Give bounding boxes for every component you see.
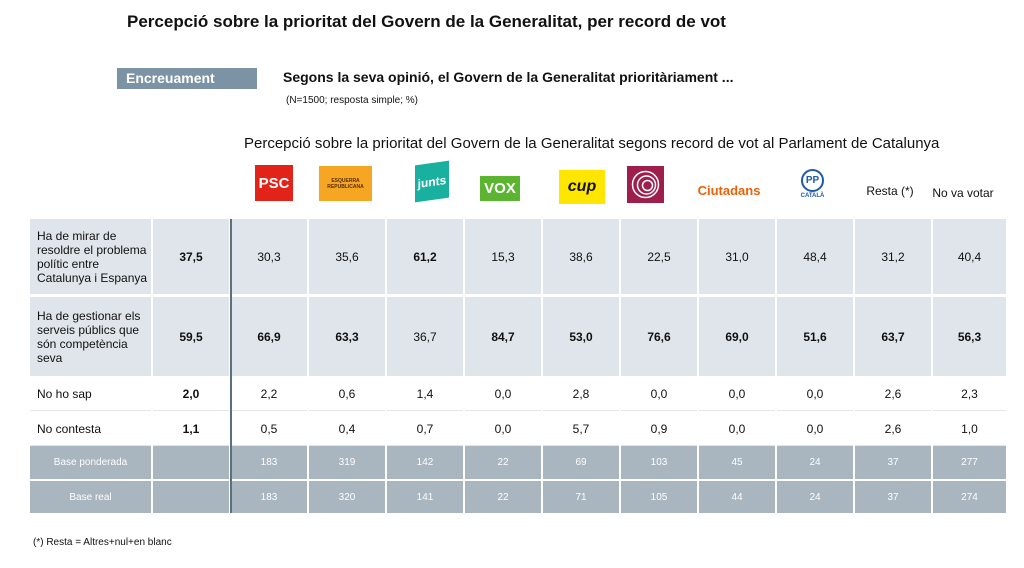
logo-pp: PP [801, 169, 824, 192]
row-label: No ho sap [30, 378, 151, 411]
value-cell: 0,0 [621, 378, 697, 411]
value-cell: 63,7 [855, 297, 931, 376]
base-cell [153, 481, 229, 513]
logo-erc: ESQUERRA REPUBLICANA [319, 166, 372, 201]
value-cell: 38,6 [543, 219, 619, 294]
base-cell: 183 [231, 481, 307, 513]
value-cell: 31,2 [855, 219, 931, 294]
logo-cup: cup [559, 170, 605, 204]
value-cell: 31,0 [699, 219, 775, 294]
note: (N=1500; resposta simple; %) [286, 95, 419, 106]
base-cell: 44 [699, 481, 775, 513]
base-cell: 24 [777, 481, 853, 513]
logo-junts: junts [415, 160, 449, 203]
value-cell: 1,1 [153, 413, 229, 446]
logo-comuns [627, 166, 664, 203]
base-cell: 105 [621, 481, 697, 513]
value-cell: 51,6 [777, 297, 853, 376]
value-cell: 0,0 [699, 413, 775, 446]
value-cell: 56,3 [933, 297, 1006, 376]
base-cell: 142 [387, 446, 463, 479]
value-cell: 15,3 [465, 219, 541, 294]
base-cell: 319 [309, 446, 385, 479]
value-cell: 22,5 [621, 219, 697, 294]
base-cell: 277 [933, 446, 1006, 479]
value-cell: 2,3 [933, 378, 1006, 411]
value-cell: 2,6 [855, 413, 931, 446]
base-cell: 22 [465, 481, 541, 513]
value-cell: 1,4 [387, 378, 463, 411]
page-title: Percepció sobre la prioritat del Govern … [127, 12, 726, 31]
base-cell: 141 [387, 481, 463, 513]
value-cell: 37,5 [153, 219, 229, 294]
base-cell [153, 446, 229, 479]
value-cell: 30,3 [231, 219, 307, 294]
base-label: Base real [30, 481, 151, 513]
value-cell: 5,7 [543, 413, 619, 446]
base-cell: 71 [543, 481, 619, 513]
logo-pp-sub: CATALÀ [800, 193, 825, 199]
value-cell: 2,6 [855, 378, 931, 411]
value-cell: 59,5 [153, 297, 229, 376]
value-cell: 63,3 [309, 297, 385, 376]
value-cell: 0,0 [465, 413, 541, 446]
value-cell: 0,4 [309, 413, 385, 446]
value-cell: 84,7 [465, 297, 541, 376]
value-cell: 0,7 [387, 413, 463, 446]
footnote: (*) Resta = Altres+nul+en blanc [33, 537, 172, 548]
value-cell: 0,0 [777, 378, 853, 411]
value-cell: 48,4 [777, 219, 853, 294]
value-cell: 2,0 [153, 378, 229, 411]
divider [230, 219, 232, 513]
value-cell: 0,6 [309, 378, 385, 411]
row-label: No contesta [30, 413, 151, 446]
value-cell: 35,6 [309, 219, 385, 294]
table-title: Percepció sobre la prioritat del Govern … [244, 135, 940, 152]
value-cell: 0,0 [699, 378, 775, 411]
base-cell: 22 [465, 446, 541, 479]
row-label: Ha de mirar de resoldre el problema polí… [30, 219, 151, 294]
value-cell: 2,2 [231, 378, 307, 411]
value-cell: 0,0 [465, 378, 541, 411]
logo-cs: Ciutadans [697, 182, 761, 198]
base-cell: 320 [309, 481, 385, 513]
question: Segons la seva opinió, el Govern de la G… [283, 69, 734, 85]
value-cell: 0,0 [777, 413, 853, 446]
value-cell: 40,4 [933, 219, 1006, 294]
base-cell: 183 [231, 446, 307, 479]
logo-psc: PSC [255, 165, 293, 201]
value-cell: 66,9 [231, 297, 307, 376]
base-cell: 69 [543, 446, 619, 479]
base-cell: 103 [621, 446, 697, 479]
value-cell: 0,5 [231, 413, 307, 446]
base-cell: 45 [699, 446, 775, 479]
base-label: Base ponderada [30, 446, 151, 479]
value-cell: 36,7 [387, 297, 463, 376]
base-cell: 24 [777, 446, 853, 479]
base-cell: 37 [855, 481, 931, 513]
value-cell: 53,0 [543, 297, 619, 376]
tag: Encreuament [117, 68, 257, 89]
value-cell: 69,0 [699, 297, 775, 376]
value-cell: 76,6 [621, 297, 697, 376]
base-cell: 274 [933, 481, 1006, 513]
logo-vox: VOX [480, 176, 520, 201]
value-cell: 1,0 [933, 413, 1006, 446]
row-label: Ha de gestionar els serveis públics que … [30, 297, 151, 376]
value-cell: 2,8 [543, 378, 619, 411]
base-cell: 37 [855, 446, 931, 479]
col-header: No va votar [932, 186, 994, 200]
value-cell: 0,9 [621, 413, 697, 446]
col-header: Resta (*) [866, 184, 914, 198]
value-cell: 61,2 [387, 219, 463, 294]
